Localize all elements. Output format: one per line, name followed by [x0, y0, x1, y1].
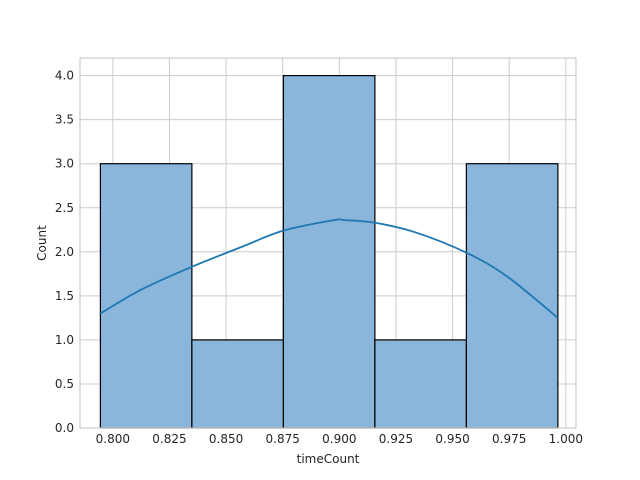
- histogram-bar: [282, 75, 376, 429]
- x-tick-label: 0.850: [209, 432, 243, 446]
- histogram-bar: [465, 163, 559, 429]
- x-tick-label: 1.000: [549, 432, 583, 446]
- y-tick-label: 1.0: [55, 333, 74, 347]
- x-axis-ticks: 0.800 0.825 0.850 0.875 0.900 0.925 0.950 0.975…: [96, 432, 583, 446]
- plot-area: [79, 57, 577, 429]
- x-tick-label: 0.900: [322, 432, 356, 446]
- y-axis-ticks: 0.0 0.5 1.0 1.5 2.0 2.5 3.0 3.5 4.0: [55, 69, 74, 435]
- y-tick-label: 0.0: [55, 421, 74, 435]
- y-tick-label: 2.5: [55, 201, 74, 215]
- x-tick-label: 0.925: [379, 432, 413, 446]
- histogram-bar: [99, 163, 193, 429]
- kde-curve: [99, 218, 559, 319]
- histogram-bar: [191, 339, 284, 429]
- axes-frame: [79, 57, 577, 429]
- x-tick-label: 0.825: [152, 432, 186, 446]
- y-tick-label: 2.0: [55, 245, 74, 259]
- y-tick-label: 3.0: [55, 157, 74, 171]
- histogram-bars: [99, 75, 559, 429]
- x-tick-label: 0.875: [266, 432, 300, 446]
- x-tick-label: 0.800: [96, 432, 130, 446]
- x-tick-label: 0.975: [492, 432, 526, 446]
- x-axis-label: timeCount: [297, 452, 360, 466]
- x-tick-label: 0.950: [435, 432, 469, 446]
- y-tick-label: 4.0: [55, 69, 74, 83]
- y-tick-label: 0.5: [55, 377, 74, 391]
- y-tick-label: 1.5: [55, 289, 74, 303]
- y-axis-label: Count: [35, 225, 49, 261]
- histogram-bar: [374, 339, 467, 429]
- y-tick-label: 3.5: [55, 113, 74, 127]
